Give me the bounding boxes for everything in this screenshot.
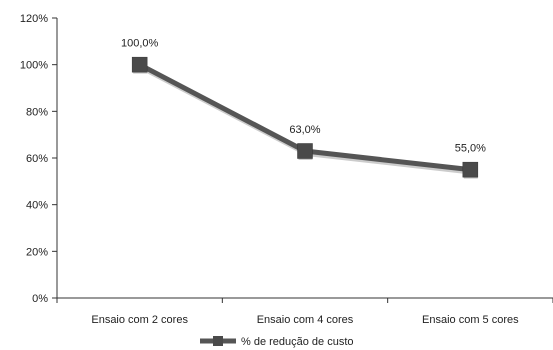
y-tick-label: 40% [26,200,48,212]
data-point-marker [297,143,313,159]
x-tick-label: Ensaio com 4 cores [257,314,354,326]
series-group: 100,0% 63,0% 55,0% [121,38,486,179]
y-tick-label: 0% [32,293,48,305]
x-tick-label: Ensaio com 5 cores [422,314,519,326]
x-axis-ticks: Ensaio com 2 cores Ensaio com 4 cores Ensa… [56,298,553,326]
data-point-marker [131,56,148,73]
y-tick-label: 100% [20,60,48,72]
legend-label: % de redução de custo [241,336,354,348]
legend-marker [213,336,223,346]
x-tick-label: Ensaio com 2 cores [91,314,188,326]
y-tick-label: 80% [26,106,48,118]
y-tick-label: 20% [26,246,48,258]
y-tick-label: 120% [20,13,48,25]
data-label: 55,0% [455,143,486,155]
y-axis-ticks: 0% 20% 40% 60% 80% 100% 120% [20,13,57,305]
data-label: 100,0% [121,38,159,50]
y-tick-label: 60% [26,153,48,165]
data-label: 63,0% [289,124,320,136]
data-point-marker [462,161,479,178]
legend: % de redução de custo [200,336,354,348]
